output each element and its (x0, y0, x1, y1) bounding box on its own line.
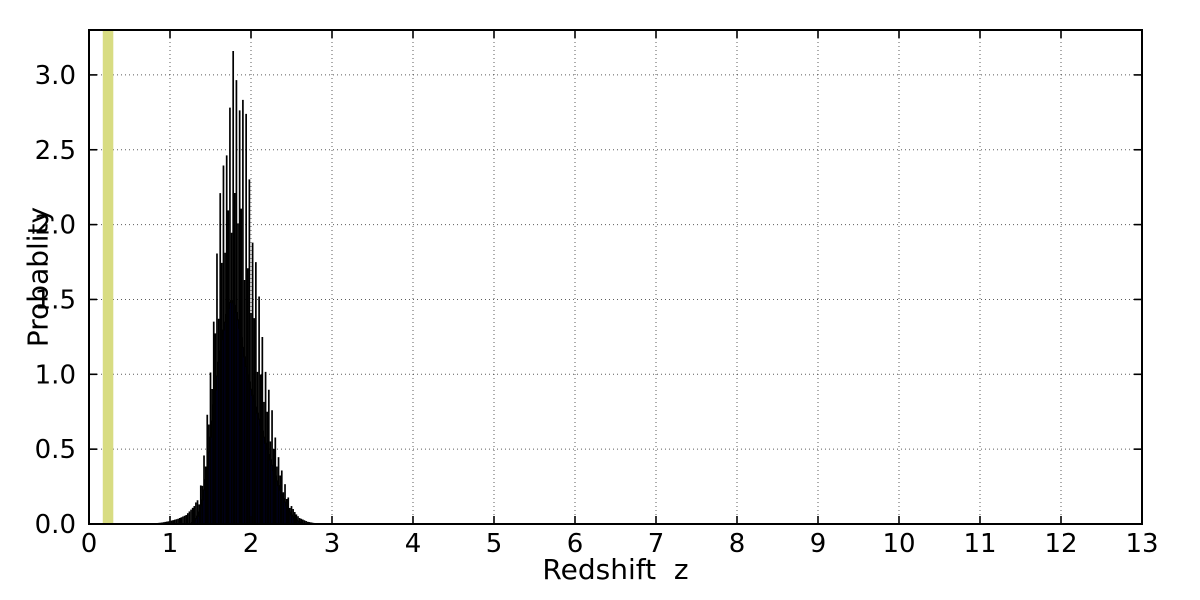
y-tick-label: 0.5 (35, 435, 76, 465)
x-tick-label: 7 (648, 529, 665, 559)
x-tick-label: 10 (882, 529, 915, 559)
x-tick-label: 0 (81, 529, 98, 559)
x-tick-label: 5 (486, 529, 503, 559)
y-tick-label: 0.0 (35, 510, 76, 540)
x-tick-label: 4 (405, 529, 422, 559)
x-tick-label: 1 (162, 529, 179, 559)
y-tick-label: 2.0 (35, 211, 76, 241)
highlight-band (102, 30, 114, 524)
y-tick-label: 3.0 (35, 61, 76, 91)
y-tick-label: 2.5 (35, 136, 76, 166)
y-axis-label: Probablity (21, 206, 55, 348)
x-tick-label: 9 (810, 529, 827, 559)
y-tick-label: 1.0 (35, 360, 76, 390)
x-tick-label: 8 (729, 529, 746, 559)
x-tick-label: 2 (243, 529, 260, 559)
axes-spines (88, 29, 1143, 525)
y-tick-label: 1.5 (35, 285, 76, 315)
x-tick-label: 11 (963, 529, 996, 559)
x-tick-label: 6 (567, 529, 584, 559)
x-axis-label: Redshift z (542, 553, 689, 586)
x-tick-label: 13 (1125, 529, 1158, 559)
x-tick-label: 3 (324, 529, 341, 559)
x-tick-label: 12 (1044, 529, 1077, 559)
